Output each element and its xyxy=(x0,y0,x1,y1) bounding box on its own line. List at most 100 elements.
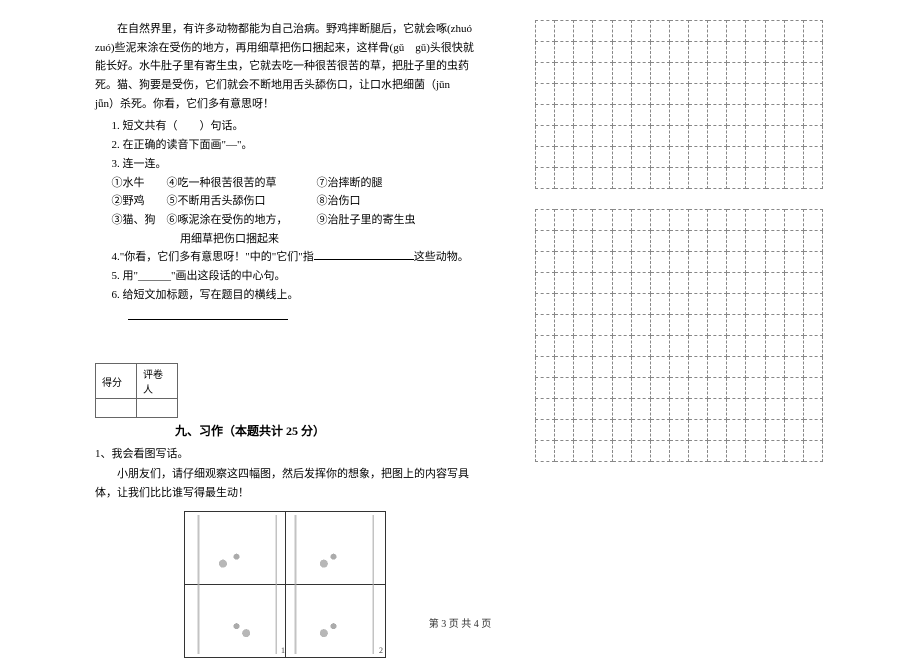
grid-cell[interactable] xyxy=(612,420,631,441)
grid-cell[interactable] xyxy=(746,378,765,399)
grid-cell[interactable] xyxy=(689,399,708,420)
grid-cell[interactable] xyxy=(631,147,650,168)
grid-cell[interactable] xyxy=(555,21,574,42)
grid-cell[interactable] xyxy=(669,126,688,147)
grid-cell[interactable] xyxy=(612,84,631,105)
grid-cell[interactable] xyxy=(765,441,784,462)
grid-cell[interactable] xyxy=(708,441,727,462)
grid-cell[interactable] xyxy=(746,168,765,189)
grid-cell[interactable] xyxy=(727,441,746,462)
grid-cell[interactable] xyxy=(574,420,593,441)
grid-cell[interactable] xyxy=(612,210,631,231)
grid-cell[interactable] xyxy=(765,126,784,147)
grid-cell[interactable] xyxy=(536,252,555,273)
grid-cell[interactable] xyxy=(612,273,631,294)
grid-cell[interactable] xyxy=(746,63,765,84)
grid-cell[interactable] xyxy=(784,126,803,147)
grid-cell[interactable] xyxy=(555,252,574,273)
grid-cell[interactable] xyxy=(574,231,593,252)
grid-cell[interactable] xyxy=(765,420,784,441)
grid-cell[interactable] xyxy=(669,252,688,273)
grid-cell[interactable] xyxy=(612,441,631,462)
grid-cell[interactable] xyxy=(612,42,631,63)
grid-cell[interactable] xyxy=(555,273,574,294)
grid-cell[interactable] xyxy=(593,441,612,462)
grid-cell[interactable] xyxy=(574,42,593,63)
grid-cell[interactable] xyxy=(650,42,669,63)
grid-cell[interactable] xyxy=(650,357,669,378)
grid-cell[interactable] xyxy=(574,315,593,336)
grid-cell[interactable] xyxy=(631,105,650,126)
grid-cell[interactable] xyxy=(727,210,746,231)
grid-cell[interactable] xyxy=(631,252,650,273)
grid-cell[interactable] xyxy=(689,63,708,84)
grid-cell[interactable] xyxy=(765,105,784,126)
grid-cell[interactable] xyxy=(536,210,555,231)
grid-cell[interactable] xyxy=(593,357,612,378)
grid-cell[interactable] xyxy=(727,357,746,378)
grid-cell[interactable] xyxy=(708,84,727,105)
grid-cell[interactable] xyxy=(631,210,650,231)
blank-title[interactable] xyxy=(128,308,288,320)
grid-cell[interactable] xyxy=(631,63,650,84)
grid-cell[interactable] xyxy=(612,294,631,315)
grid-cell[interactable] xyxy=(593,84,612,105)
grid-cell[interactable] xyxy=(746,147,765,168)
grid-cell[interactable] xyxy=(746,357,765,378)
grid-cell[interactable] xyxy=(669,231,688,252)
grid-cell[interactable] xyxy=(536,336,555,357)
grid-cell[interactable] xyxy=(803,63,822,84)
grid-cell[interactable] xyxy=(784,420,803,441)
grid-cell[interactable] xyxy=(669,210,688,231)
grid-cell[interactable] xyxy=(727,105,746,126)
grid-cell[interactable] xyxy=(631,315,650,336)
grid-cell[interactable] xyxy=(689,441,708,462)
grid-cell[interactable] xyxy=(689,273,708,294)
grid-cell[interactable] xyxy=(746,105,765,126)
grid-cell[interactable] xyxy=(650,84,669,105)
writing-grid-2[interactable] xyxy=(535,209,823,462)
grid-cell[interactable] xyxy=(593,210,612,231)
grid-cell[interactable] xyxy=(593,420,612,441)
grid-cell[interactable] xyxy=(669,336,688,357)
grid-cell[interactable] xyxy=(536,441,555,462)
grid-cell[interactable] xyxy=(784,357,803,378)
grid-cell[interactable] xyxy=(784,336,803,357)
grid-cell[interactable] xyxy=(574,441,593,462)
grid-cell[interactable] xyxy=(574,336,593,357)
grid-cell[interactable] xyxy=(765,210,784,231)
grid-cell[interactable] xyxy=(574,21,593,42)
grid-cell[interactable] xyxy=(555,210,574,231)
blank-answer-4[interactable] xyxy=(314,248,414,260)
grid-cell[interactable] xyxy=(727,21,746,42)
writing-grid-1[interactable] xyxy=(535,20,823,189)
grid-cell[interactable] xyxy=(574,126,593,147)
grid-cell[interactable] xyxy=(612,168,631,189)
grid-cell[interactable] xyxy=(765,231,784,252)
grid-cell[interactable] xyxy=(727,273,746,294)
grid-cell[interactable] xyxy=(784,168,803,189)
grid-cell[interactable] xyxy=(612,252,631,273)
grid-cell[interactable] xyxy=(574,168,593,189)
grid-cell[interactable] xyxy=(689,420,708,441)
grid-cell[interactable] xyxy=(612,315,631,336)
grid-cell[interactable] xyxy=(689,210,708,231)
grid-cell[interactable] xyxy=(555,147,574,168)
grid-cell[interactable] xyxy=(746,420,765,441)
grid-cell[interactable] xyxy=(708,294,727,315)
grid-cell[interactable] xyxy=(536,84,555,105)
grid-cell[interactable] xyxy=(708,105,727,126)
grid-cell[interactable] xyxy=(765,357,784,378)
grid-cell[interactable] xyxy=(708,21,727,42)
grid-cell[interactable] xyxy=(650,420,669,441)
grid-cell[interactable] xyxy=(612,105,631,126)
grid-cell[interactable] xyxy=(536,63,555,84)
grid-cell[interactable] xyxy=(784,84,803,105)
grid-cell[interactable] xyxy=(727,252,746,273)
grid-cell[interactable] xyxy=(650,315,669,336)
grid-cell[interactable] xyxy=(555,315,574,336)
grid-cell[interactable] xyxy=(689,336,708,357)
grid-cell[interactable] xyxy=(574,252,593,273)
grid-cell[interactable] xyxy=(803,210,822,231)
grid-cell[interactable] xyxy=(555,168,574,189)
